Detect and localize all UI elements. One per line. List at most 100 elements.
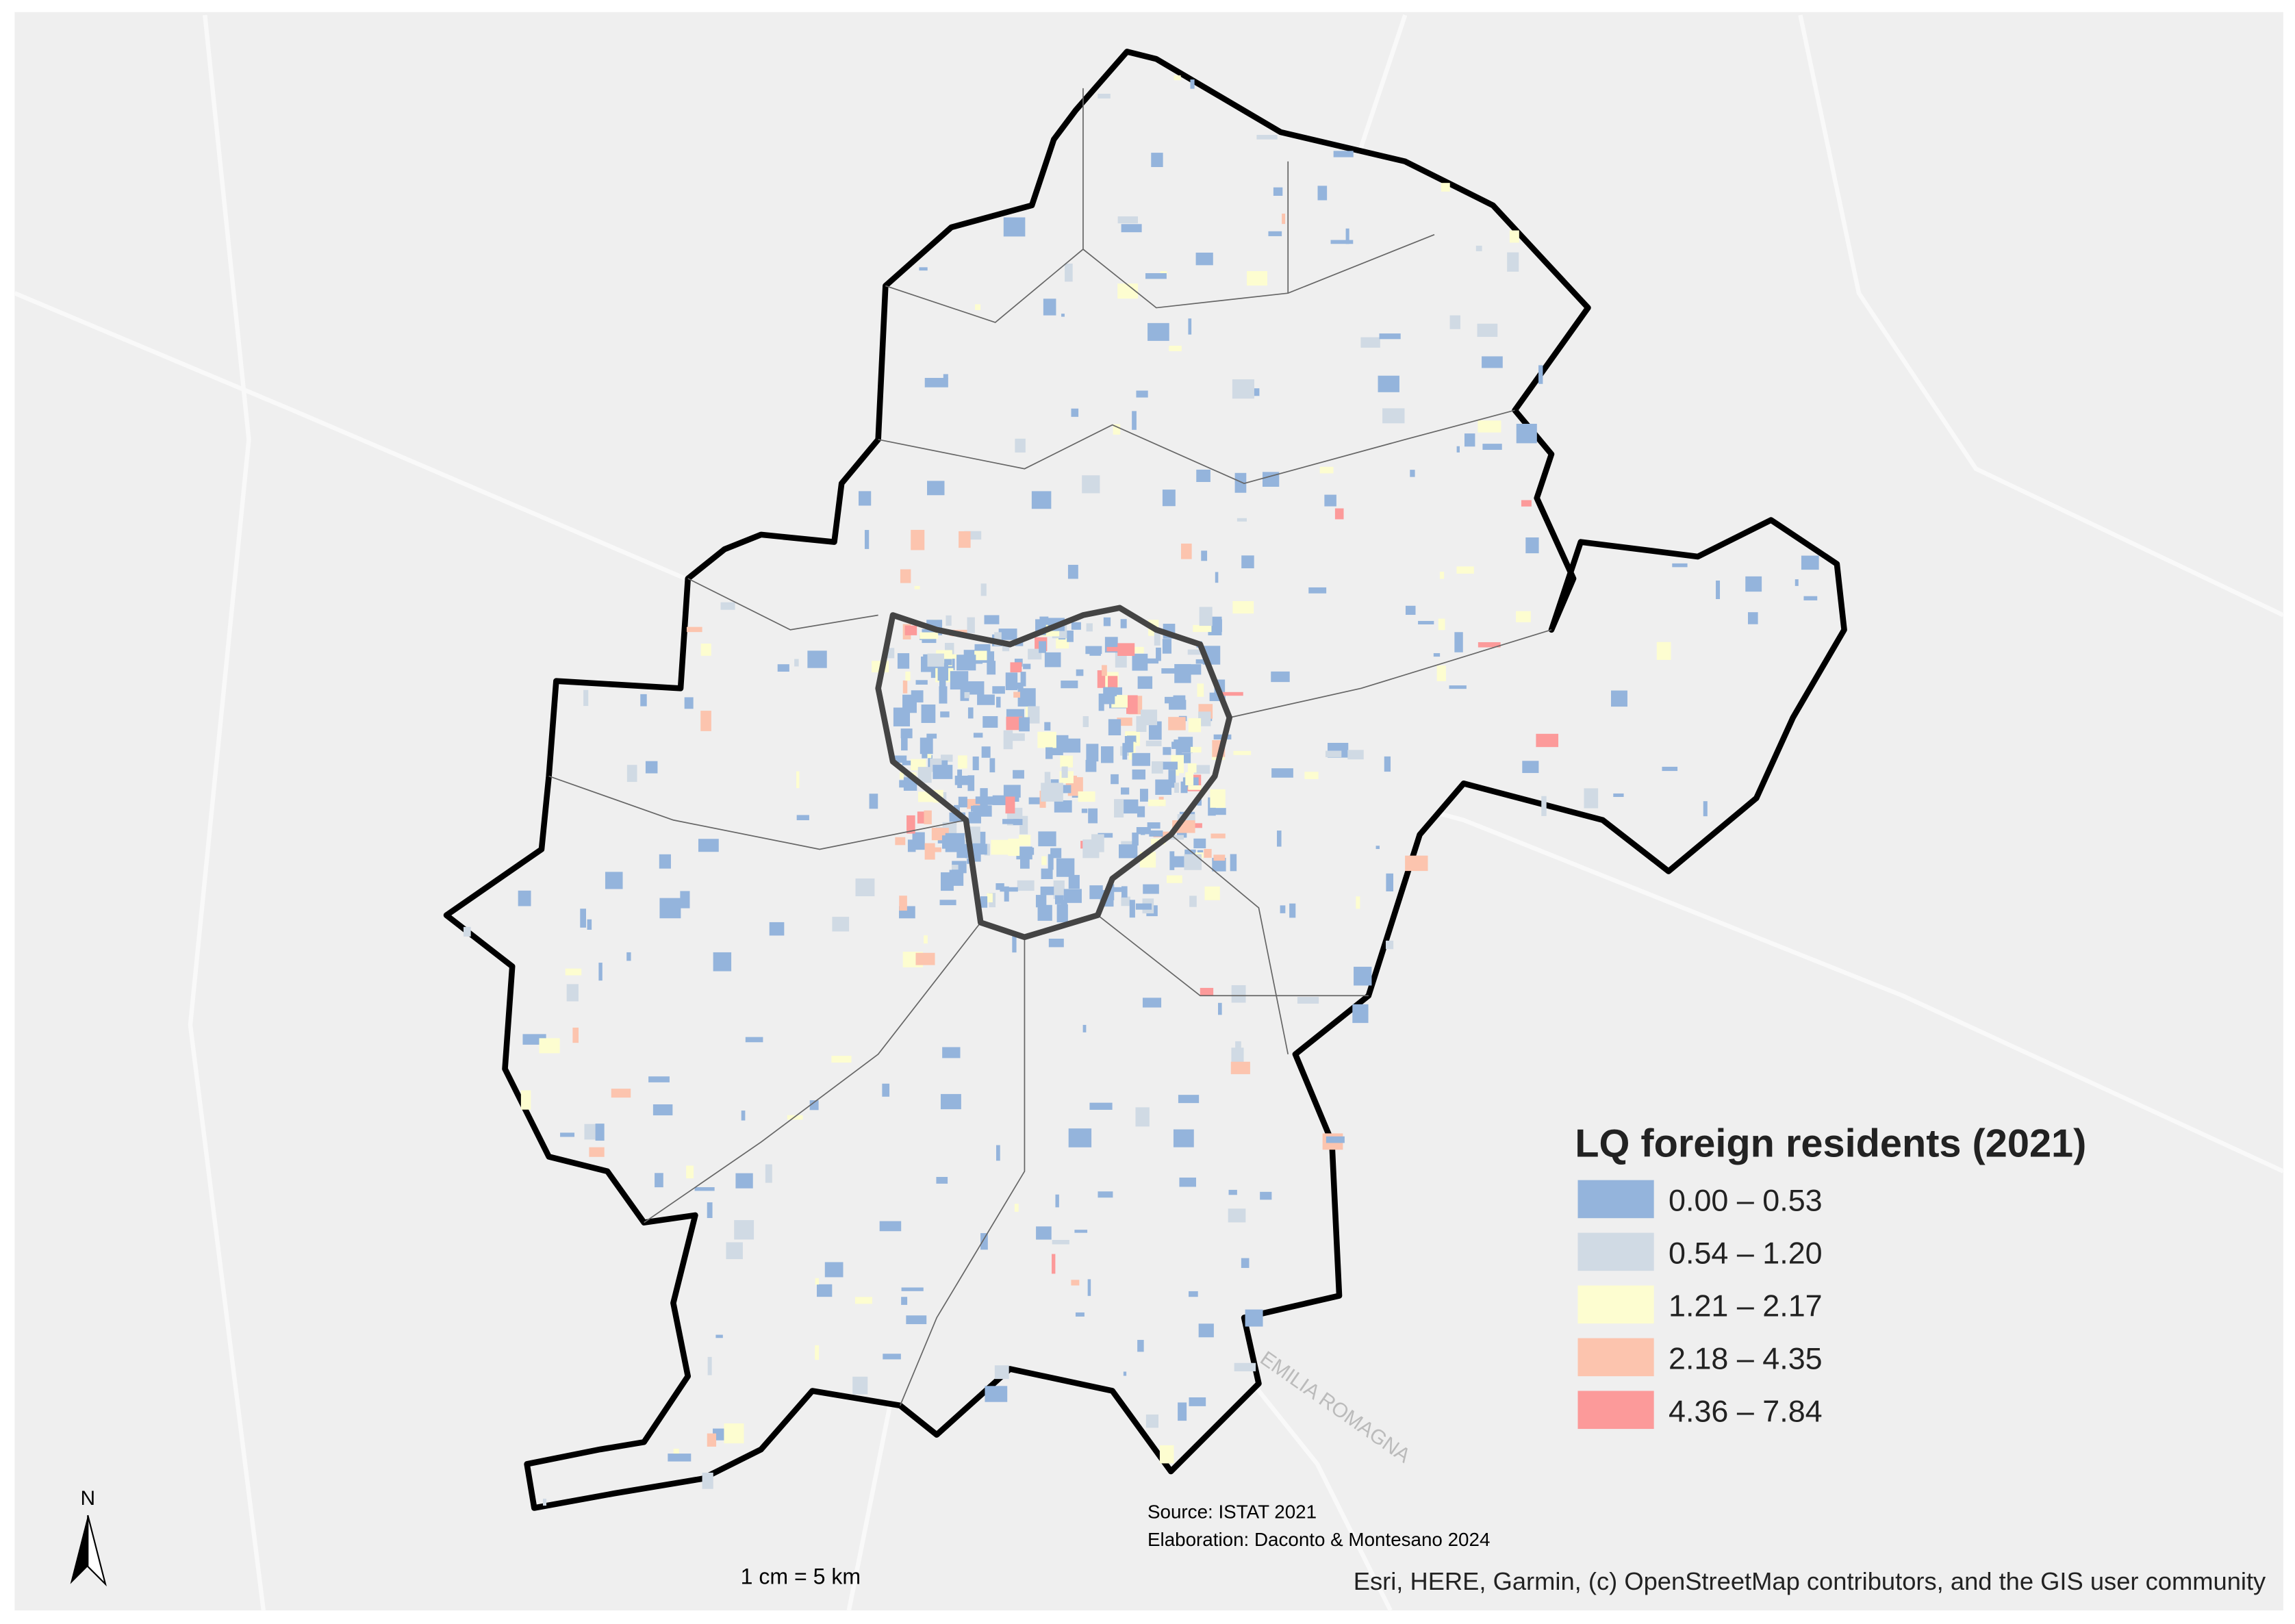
census-area <box>1247 270 1268 286</box>
census-area <box>1324 494 1336 507</box>
census-area <box>1204 848 1212 858</box>
census-area <box>765 1164 772 1183</box>
census-area <box>959 531 971 548</box>
census-area <box>1107 687 1122 695</box>
census-area <box>1180 781 1188 794</box>
census-area <box>901 732 908 751</box>
census-area <box>1212 857 1226 872</box>
census-area <box>694 1187 715 1191</box>
census-area <box>1147 822 1161 829</box>
census-area <box>936 1177 948 1184</box>
legend-swatch <box>1577 1180 1654 1219</box>
census-area <box>1136 827 1151 835</box>
census-area <box>769 922 785 936</box>
census-area <box>1354 967 1372 986</box>
census-area <box>1050 749 1063 756</box>
census-area <box>1189 1291 1198 1297</box>
census-area <box>1234 1362 1256 1371</box>
census-area <box>1231 985 1246 1003</box>
census-area <box>1522 761 1539 774</box>
census-area <box>1538 365 1543 384</box>
census-area <box>992 686 1005 694</box>
census-area <box>1410 470 1415 477</box>
census-area <box>1054 800 1072 813</box>
census-area <box>1160 270 1167 275</box>
census-area <box>1008 838 1020 857</box>
census-area <box>859 491 872 506</box>
census-area <box>893 755 907 763</box>
census-area <box>967 617 975 633</box>
census-area <box>1433 653 1441 657</box>
census-area <box>906 815 915 834</box>
census-area <box>1102 665 1107 676</box>
census-area <box>1188 785 1202 790</box>
census-area <box>1075 1312 1085 1317</box>
census-area <box>1117 283 1139 299</box>
census-area <box>987 651 995 662</box>
census-area <box>1020 672 1026 687</box>
census-area <box>902 680 908 694</box>
census-area <box>1230 854 1237 872</box>
census-area <box>930 670 937 678</box>
census-area <box>794 659 799 667</box>
census-area <box>971 805 989 812</box>
census-area <box>1230 1061 1250 1074</box>
census-area <box>1204 886 1220 900</box>
census-area <box>1801 555 1819 570</box>
census-area <box>1198 1323 1214 1338</box>
census-area <box>905 671 911 681</box>
census-area <box>1148 322 1169 341</box>
census-area <box>1190 79 1195 89</box>
census-area <box>1516 611 1531 622</box>
census-area <box>1050 848 1062 859</box>
census-area <box>967 707 974 719</box>
census-area <box>1171 741 1176 749</box>
census-area <box>1097 670 1106 688</box>
census-area <box>914 585 920 589</box>
census-area <box>984 615 1000 624</box>
census-area <box>700 711 711 731</box>
census-area <box>1516 423 1537 444</box>
census-area <box>1352 1004 1369 1024</box>
census-area <box>1439 572 1445 579</box>
census-area <box>1245 1309 1263 1327</box>
census-area <box>1082 716 1089 727</box>
census-area <box>1035 895 1047 908</box>
census-area <box>996 696 1001 708</box>
census-area <box>626 952 631 961</box>
census-area <box>949 870 964 886</box>
census-area <box>655 1173 663 1188</box>
census-area <box>1098 93 1111 99</box>
census-area <box>957 755 967 769</box>
census-area <box>1071 622 1081 630</box>
legend-swatch <box>1577 1232 1654 1271</box>
source-line: Elaboration: Daconto & Montesano 2024 <box>1148 1529 1490 1550</box>
census-area <box>1061 785 1072 794</box>
census-area <box>659 854 671 869</box>
census-area <box>1091 834 1104 852</box>
census-area <box>927 653 944 667</box>
census-area <box>1456 566 1474 574</box>
census-area <box>1289 903 1296 918</box>
census-area <box>796 815 809 821</box>
census-area <box>972 756 979 770</box>
census-area <box>1054 895 1064 904</box>
census-area <box>1188 718 1202 733</box>
census-area <box>989 758 996 773</box>
census-area <box>673 1448 679 1456</box>
census-area <box>940 1093 961 1110</box>
census-area <box>1273 187 1283 196</box>
census-area <box>869 794 878 809</box>
legend-title: LQ foreign residents (2021) <box>1575 1121 2086 1165</box>
census-area <box>1037 731 1056 748</box>
census-area <box>1386 873 1394 891</box>
census-area <box>941 754 953 762</box>
census-area <box>1441 183 1450 192</box>
census-area <box>539 1038 560 1054</box>
census-area <box>707 1356 712 1375</box>
census-area <box>1438 618 1445 631</box>
census-area <box>777 664 789 672</box>
census-area <box>1041 868 1053 879</box>
census-area <box>1218 1002 1222 1015</box>
census-area <box>964 692 970 698</box>
